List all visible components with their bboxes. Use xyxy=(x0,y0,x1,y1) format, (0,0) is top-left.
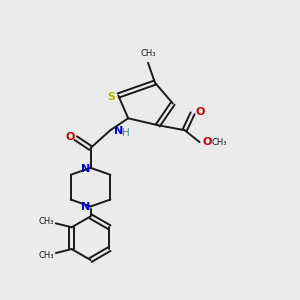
Text: N: N xyxy=(81,202,90,212)
Text: S: S xyxy=(107,92,116,101)
Text: N: N xyxy=(81,164,90,174)
Text: H: H xyxy=(122,128,130,138)
Text: CH₃: CH₃ xyxy=(38,250,54,260)
Text: O: O xyxy=(196,107,205,117)
Text: O: O xyxy=(65,132,74,142)
Text: N: N xyxy=(114,126,124,136)
Text: CH₃: CH₃ xyxy=(140,49,156,58)
Text: CH₃: CH₃ xyxy=(38,217,54,226)
Text: CH₃: CH₃ xyxy=(212,138,227,147)
Text: O: O xyxy=(202,137,212,147)
